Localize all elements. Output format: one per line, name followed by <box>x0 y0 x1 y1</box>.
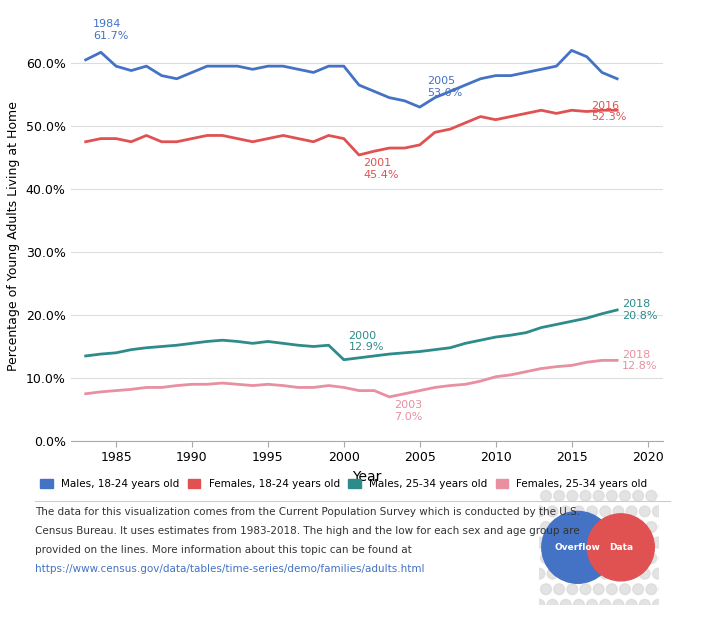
Circle shape <box>626 506 637 517</box>
Circle shape <box>560 599 571 610</box>
Text: 2018
12.8%: 2018 12.8% <box>622 350 657 371</box>
Circle shape <box>633 522 644 532</box>
Circle shape <box>653 568 663 579</box>
Circle shape <box>633 553 644 563</box>
Circle shape <box>587 514 654 581</box>
Circle shape <box>547 537 558 548</box>
Circle shape <box>639 537 650 548</box>
Circle shape <box>646 522 656 532</box>
Circle shape <box>594 491 604 501</box>
Legend: Males, 18-24 years old, Females, 18-24 years old, Males, 25-34 years old, Female: Males, 18-24 years old, Females, 18-24 y… <box>40 479 647 490</box>
Circle shape <box>567 522 577 532</box>
Circle shape <box>573 599 584 610</box>
Circle shape <box>567 491 577 501</box>
Text: 2016
52.3%: 2016 52.3% <box>591 101 627 122</box>
Circle shape <box>653 506 663 517</box>
Circle shape <box>553 553 565 563</box>
Circle shape <box>646 553 656 563</box>
Circle shape <box>580 584 591 595</box>
Circle shape <box>587 568 597 579</box>
Circle shape <box>580 522 591 532</box>
Circle shape <box>613 506 624 517</box>
Circle shape <box>567 584 577 595</box>
Circle shape <box>547 599 558 610</box>
Circle shape <box>534 537 545 548</box>
Circle shape <box>626 537 637 548</box>
Circle shape <box>613 537 624 548</box>
Circle shape <box>541 491 551 501</box>
Circle shape <box>542 512 613 583</box>
Circle shape <box>659 584 670 595</box>
X-axis label: Year: Year <box>352 470 381 484</box>
Text: Census Bureau. It uses estimates from 1983-2018. The high and the low for each s: Census Bureau. It uses estimates from 19… <box>35 526 580 536</box>
Circle shape <box>626 599 637 610</box>
Circle shape <box>600 568 611 579</box>
Circle shape <box>659 491 670 501</box>
Text: 2003
7.0%: 2003 7.0% <box>394 400 422 421</box>
Text: 2000
12.9%: 2000 12.9% <box>348 331 384 352</box>
Circle shape <box>626 568 637 579</box>
Circle shape <box>560 506 571 517</box>
Circle shape <box>646 491 656 501</box>
Circle shape <box>653 537 663 548</box>
Circle shape <box>620 584 630 595</box>
Circle shape <box>580 553 591 563</box>
Circle shape <box>600 599 611 610</box>
Circle shape <box>633 584 644 595</box>
Text: 2005
53.0%: 2005 53.0% <box>427 76 462 98</box>
Circle shape <box>659 522 670 532</box>
Text: 2018
20.8%: 2018 20.8% <box>622 299 657 321</box>
Circle shape <box>606 522 617 532</box>
Circle shape <box>606 584 617 595</box>
Circle shape <box>639 599 650 610</box>
Text: Overflow: Overflow <box>555 543 601 552</box>
Text: 2001
45.4%: 2001 45.4% <box>364 158 399 180</box>
Circle shape <box>594 522 604 532</box>
Circle shape <box>534 599 545 610</box>
Circle shape <box>553 584 565 595</box>
Circle shape <box>573 568 584 579</box>
Circle shape <box>594 553 604 563</box>
Text: Data: Data <box>608 543 633 552</box>
Circle shape <box>653 599 663 610</box>
Circle shape <box>639 568 650 579</box>
Circle shape <box>646 584 656 595</box>
Circle shape <box>587 537 597 548</box>
Circle shape <box>541 553 551 563</box>
Circle shape <box>659 553 670 563</box>
Circle shape <box>620 491 630 501</box>
Circle shape <box>560 568 571 579</box>
Circle shape <box>594 584 604 595</box>
Circle shape <box>573 506 584 517</box>
Circle shape <box>567 553 577 563</box>
Circle shape <box>573 537 584 548</box>
Circle shape <box>620 553 630 563</box>
Text: https://www.census.gov/data/tables/time-series/demo/families/adults.html: https://www.census.gov/data/tables/time-… <box>35 564 424 574</box>
Circle shape <box>613 568 624 579</box>
Circle shape <box>547 568 558 579</box>
Text: 1984
61.7%: 1984 61.7% <box>93 20 128 41</box>
Circle shape <box>633 491 644 501</box>
Circle shape <box>613 599 624 610</box>
Circle shape <box>600 506 611 517</box>
Circle shape <box>587 599 597 610</box>
Circle shape <box>534 568 545 579</box>
Circle shape <box>606 491 617 501</box>
Text: provided on the lines. More information about this topic can be found at: provided on the lines. More information … <box>35 545 412 555</box>
Circle shape <box>547 506 558 517</box>
Circle shape <box>541 522 551 532</box>
Circle shape <box>606 553 617 563</box>
Text: The data for this visualization comes from the Current Population Survey which i: The data for this visualization comes fr… <box>35 507 580 517</box>
Circle shape <box>639 506 650 517</box>
Circle shape <box>553 491 565 501</box>
Circle shape <box>620 522 630 532</box>
Circle shape <box>541 584 551 595</box>
Circle shape <box>580 491 591 501</box>
Circle shape <box>587 506 597 517</box>
Circle shape <box>560 537 571 548</box>
Circle shape <box>553 522 565 532</box>
Y-axis label: Percentage of Young Adults Living at Home: Percentage of Young Adults Living at Hom… <box>7 101 20 371</box>
Circle shape <box>600 537 611 548</box>
Circle shape <box>534 506 545 517</box>
